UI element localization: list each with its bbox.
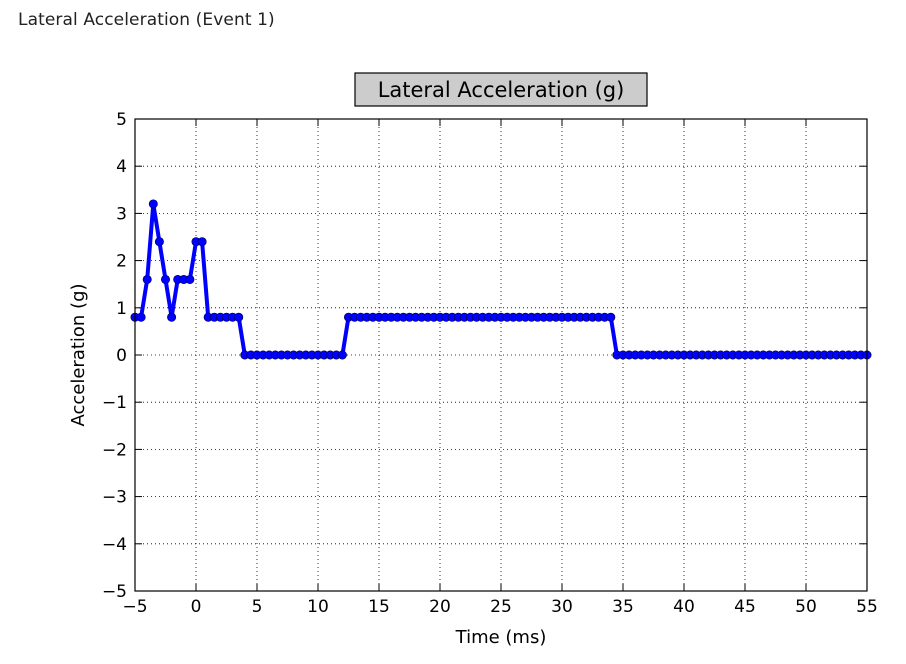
y-tick-label: −1	[102, 393, 127, 413]
y-axis-label: Acceleration (g)	[68, 283, 89, 426]
y-tick-label: 5	[116, 110, 127, 130]
data-point	[606, 312, 616, 322]
x-tick-label: 5	[252, 597, 263, 617]
y-tick-label: 1	[116, 299, 127, 319]
x-axis-label: Time (ms)	[455, 627, 547, 648]
x-tick-label: −5	[122, 597, 147, 617]
chart-title-group: Lateral Acceleration (g)	[354, 72, 648, 107]
x-tick-label: 40	[673, 597, 695, 617]
chart-title: Lateral Acceleration (g)	[378, 78, 625, 102]
x-tick-label: 20	[429, 597, 451, 617]
y-tick-label: −5	[102, 582, 127, 602]
data-point	[197, 237, 207, 247]
x-tick-label: 0	[191, 597, 202, 617]
x-tick-label: 15	[368, 597, 390, 617]
data-point	[161, 274, 171, 284]
y-tick-label: 4	[116, 157, 127, 177]
series-group	[130, 199, 872, 360]
y-axis-ticks: −5 −4 −3 −2 −1 0 1 2 3 4 5	[102, 110, 867, 602]
x-tick-label: 30	[551, 597, 573, 617]
x-tick-label: 50	[795, 597, 817, 617]
data-point	[142, 274, 152, 284]
x-tick-label: 10	[307, 597, 329, 617]
chart-title-box	[354, 72, 648, 107]
x-tick-label: 35	[612, 597, 634, 617]
y-tick-label: −3	[102, 488, 127, 508]
y-tick-label: 3	[116, 204, 127, 224]
x-tick-label: 45	[734, 597, 756, 617]
y-tick-label: −2	[102, 440, 127, 460]
data-point	[154, 237, 164, 247]
data-point	[337, 350, 347, 360]
x-axis-ticks: −5 0 5 10 15 20 25 30 35 40 45 50 55	[122, 119, 878, 617]
data-point	[185, 274, 195, 284]
y-tick-label: 2	[116, 252, 127, 272]
y-tick-label: −4	[102, 535, 127, 555]
data-point	[167, 312, 177, 322]
page-heading: Lateral Acceleration (Event 1)	[18, 10, 275, 30]
y-tick-label: 0	[116, 346, 127, 366]
data-point	[136, 312, 146, 322]
x-tick-label: 25	[490, 597, 512, 617]
data-point	[234, 312, 244, 322]
x-tick-label: 55	[856, 597, 878, 617]
plot-frame	[134, 118, 868, 592]
data-point	[148, 199, 158, 209]
